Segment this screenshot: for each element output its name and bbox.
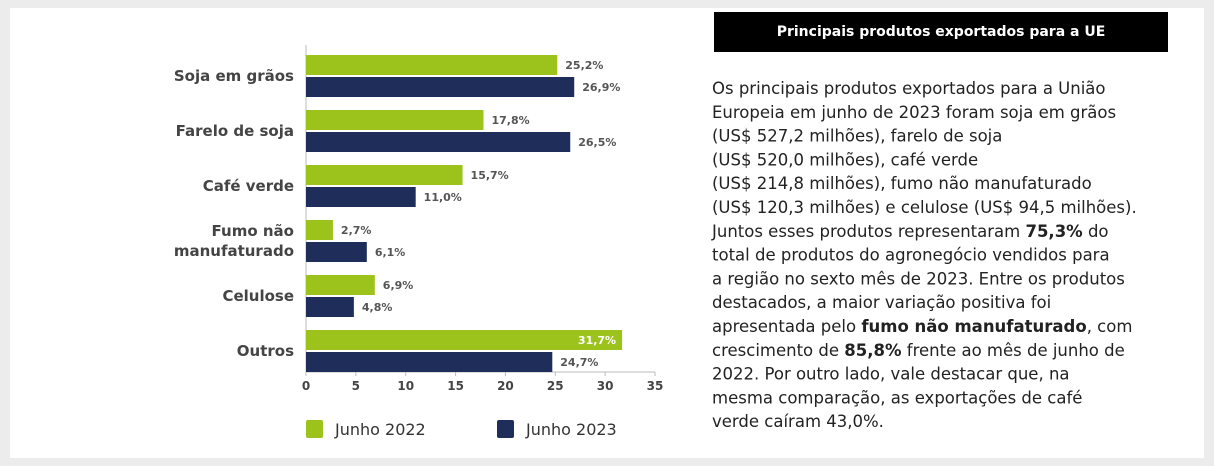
background (10, 8, 1204, 458)
x-tick-label: 15 (447, 379, 464, 393)
x-tick-label: 20 (497, 379, 514, 393)
category-label: Celulose (222, 287, 294, 305)
text: (US$ 214,8 milhões), fumo não manufatura… (712, 174, 1092, 193)
paragraph-line: crescimento de 85,8% frente ao mês de ju… (712, 341, 1125, 360)
text: a região no sexto mês de 2023. Entre os … (712, 269, 1125, 288)
value-label: 17,8% (491, 114, 529, 127)
x-tick-label: 25 (547, 379, 564, 393)
bar (306, 55, 558, 75)
bar (306, 297, 354, 317)
text: apresentada pelo (712, 317, 861, 336)
text: (US$ 527,2 milhões), farelo de soja (712, 127, 1002, 146)
value-label: 4,8% (362, 301, 393, 314)
text: crescimento de (712, 341, 844, 360)
paragraph-line: Os principais produtos exportados para a… (712, 79, 1106, 98)
bar (306, 242, 367, 262)
bar (306, 220, 333, 240)
category-label: Soja em grãos (173, 67, 294, 85)
bold-text: fumo não manufaturado (861, 317, 1086, 336)
x-tick-label: 5 (352, 379, 360, 393)
value-label: 26,5% (578, 136, 616, 149)
category-label: Café verde (202, 177, 294, 195)
text: frente ao mês de junho de (902, 341, 1125, 360)
text: verde caíram 43,0%. (712, 412, 884, 431)
bar (306, 132, 571, 152)
legend-swatch (306, 420, 323, 438)
paragraph-line: (US$ 527,2 milhões), farelo de soja (712, 127, 1002, 146)
value-label: 11,0% (424, 191, 462, 204)
text: destacados, a maior variação positiva fo… (712, 293, 1051, 312)
text: , com (1087, 317, 1133, 336)
value-label: 6,9% (383, 279, 414, 292)
category-label: Farelo de soja (175, 122, 294, 140)
x-tick-label: 0 (302, 379, 310, 393)
value-label: 26,9% (582, 81, 620, 94)
value-label: 15,7% (471, 169, 509, 182)
text: Os principais produtos exportados para a… (712, 79, 1106, 98)
text: Juntos esses produtos representaram (711, 222, 1025, 241)
bar (306, 110, 484, 130)
x-tick-label: 30 (597, 379, 614, 393)
bold-text: 85,8% (844, 341, 902, 360)
text: do (1083, 222, 1109, 241)
bar (306, 165, 463, 185)
category-label: Fumo não manufaturado (173, 222, 294, 260)
bar (306, 352, 553, 372)
value-label: 25,2% (565, 59, 603, 72)
bar (306, 77, 575, 97)
paragraph-line: Europeia em junho de 2023 foram soja em … (712, 103, 1116, 122)
bold-text: 75,3% (1025, 222, 1083, 241)
paragraph-line: apresentada pelo fumo não manufaturado, … (712, 317, 1132, 336)
paragraph-line: verde caíram 43,0%. (712, 412, 884, 431)
value-label: 2,7% (341, 224, 372, 237)
legend-swatch (497, 420, 514, 438)
paragraph-line: 2022. Por outro lado, vale destacar que,… (712, 365, 1070, 384)
panel-title: Principais produtos exportados para a UE (714, 12, 1168, 52)
text: 2022. Por outro lado, vale destacar que,… (712, 365, 1070, 384)
value-label: 24,7% (560, 356, 598, 369)
value-label: 31,7% (578, 334, 616, 347)
text: mesma comparação, as exportações de café (712, 388, 1082, 407)
legend-label: Junho 2023 (525, 420, 617, 439)
paragraph-line: mesma comparação, as exportações de café (712, 388, 1082, 407)
x-tick-label: 10 (397, 379, 414, 393)
paragraph-line: (US$ 120,3 milhões) e celulose (US$ 94,5… (712, 198, 1137, 217)
text: total de produtos do agronegócio vendido… (712, 246, 1110, 265)
paragraph-line: total de produtos do agronegócio vendido… (712, 246, 1110, 265)
x-tick-label: 35 (647, 379, 664, 393)
text: (US$ 120,3 milhões) e celulose (US$ 94,5… (712, 198, 1137, 217)
bar (306, 187, 416, 207)
paragraph-line: (US$ 214,8 milhões), fumo não manufatura… (712, 174, 1092, 193)
text: Europeia em junho de 2023 foram soja em … (712, 103, 1116, 122)
paragraph-line: a região no sexto mês de 2023. Entre os … (712, 269, 1125, 288)
paragraph-line: (US$ 520,0 milhões), café verde (712, 150, 978, 169)
category-label: Outros (236, 342, 294, 360)
legend-label: Junho 2022 (334, 420, 426, 439)
paragraph-line: destacados, a maior variação positiva fo… (712, 293, 1051, 312)
bar (306, 275, 375, 295)
paragraph-line: Juntos esses produtos representaram 75,3… (711, 222, 1109, 241)
value-label: 6,1% (375, 246, 406, 259)
text: (US$ 520,0 milhões), café verde (712, 150, 978, 169)
bar (306, 330, 623, 350)
